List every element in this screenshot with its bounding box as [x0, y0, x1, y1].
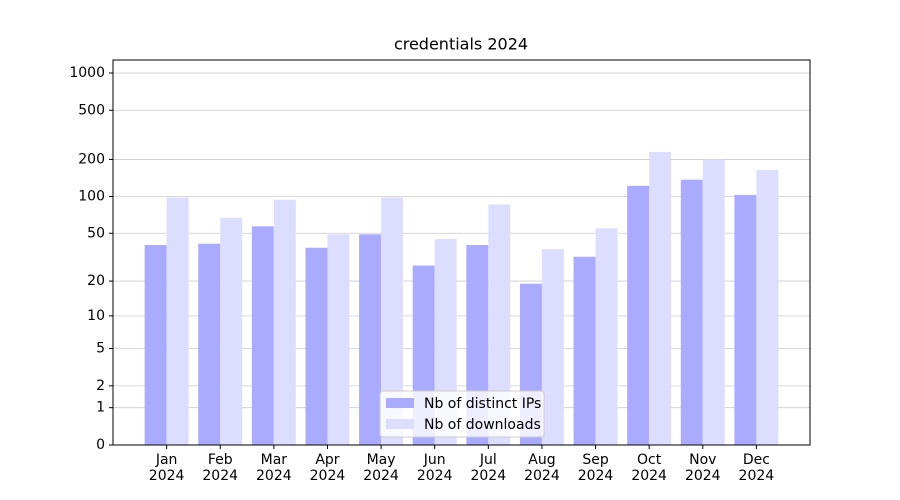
bar: [166, 197, 189, 445]
legend: Nb of distinct IPs Nb of downloads: [379, 390, 545, 438]
x-tick-label: Jul 2024: [470, 452, 507, 484]
x-tick-label: May 2024: [363, 452, 399, 484]
y-tick-label: 100: [78, 188, 105, 204]
y-tick-label: 5: [96, 341, 105, 357]
bar: [144, 245, 167, 445]
x-tick-label: Oct 2024: [631, 452, 667, 484]
y-tick-label: 2: [96, 378, 105, 394]
bar: [680, 179, 703, 445]
bar: [381, 197, 404, 445]
x-tick-label: Dec 2024: [738, 452, 775, 484]
y-tick-label: 500: [78, 102, 105, 118]
y-tick-label: 1000: [69, 65, 105, 81]
legend-label: Nb of distinct IPs: [424, 396, 541, 412]
x-tick-label: Mar 2024: [256, 452, 292, 484]
bar: [251, 226, 274, 445]
bar: [220, 217, 243, 445]
legend-swatch: [386, 419, 414, 429]
bar: [305, 247, 328, 445]
x-tick-label: Jun 2024: [416, 452, 453, 484]
y-tick-label: 200: [78, 151, 105, 167]
axes-frame: [112, 59, 811, 446]
bar: [573, 256, 596, 445]
x-tick-label: Apr 2024: [309, 452, 346, 484]
bar: [488, 204, 511, 445]
y-tick-label: 10: [87, 308, 105, 324]
bar: [359, 234, 382, 445]
y-tick-label: 0: [96, 437, 105, 453]
bar: [627, 185, 650, 445]
x-tick-label: Jan 2024: [148, 452, 185, 484]
x-tick-label: Sep 2024: [577, 452, 614, 484]
x-tick-label: Aug 2024: [524, 452, 560, 484]
legend-swatch: [386, 398, 414, 408]
bar: [327, 234, 350, 445]
y-tick-label: 1: [96, 400, 105, 416]
bar: [756, 170, 779, 445]
y-tick-label: 50: [87, 225, 105, 241]
legend-label: Nb of downloads: [424, 417, 541, 433]
bar: [734, 194, 757, 445]
bar: [649, 151, 672, 445]
bar: [541, 249, 564, 445]
bar: [702, 159, 725, 445]
x-tick-label: Nov 2024: [684, 452, 721, 484]
legend-box: [379, 390, 545, 438]
chart-title: credentials 2024: [394, 35, 528, 54]
x-tick-label: Feb 2024: [202, 452, 239, 484]
bar: [273, 199, 296, 445]
bar: [595, 228, 618, 445]
y-tick-label: 20: [87, 273, 105, 289]
bar: [198, 243, 221, 445]
